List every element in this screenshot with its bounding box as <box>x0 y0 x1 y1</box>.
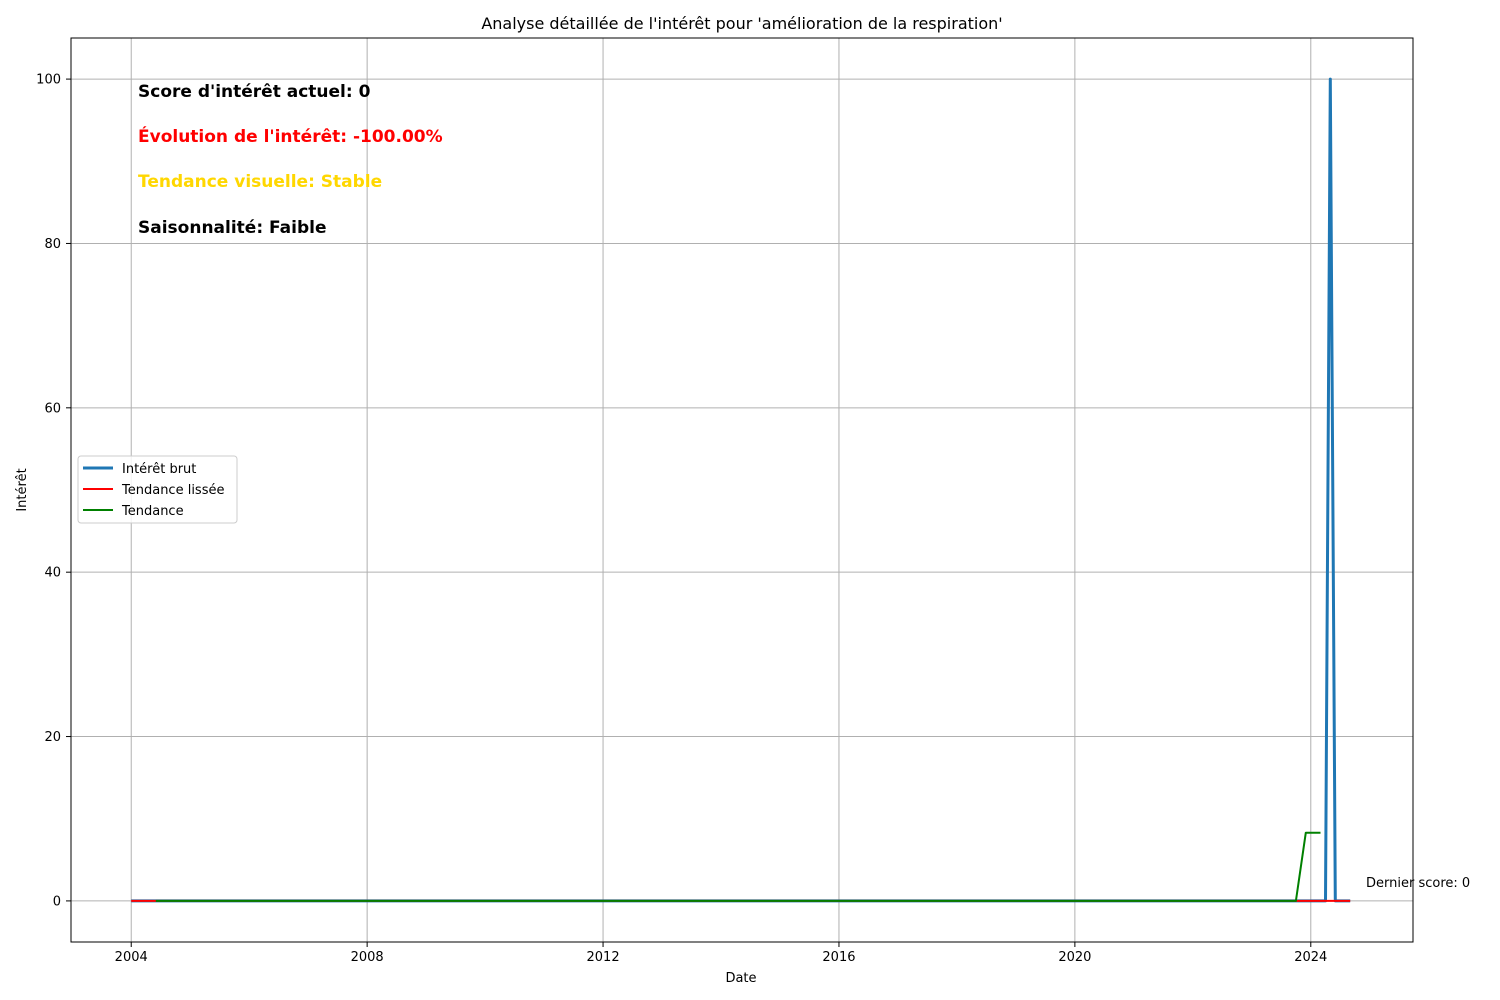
y-tick-label: 20 <box>44 730 61 745</box>
annotation-score: Score d'intérêt actuel: 0 <box>138 82 371 102</box>
plot-area-frame <box>70 37 1414 943</box>
annotation-last-score: Dernier score: 0 <box>1366 876 1470 891</box>
chart-title: Analyse détaillée de l'intérêt pour 'amé… <box>481 14 1002 33</box>
legend-label-interet-brut: Intérêt brut <box>122 462 196 477</box>
x-tick-label: 2016 <box>822 950 855 965</box>
y-tick-label: 100 <box>36 73 61 88</box>
series-lines <box>131 77 1351 903</box>
annotation-trend: Tendance visuelle: Stable <box>138 172 382 192</box>
legend-box <box>77 455 238 524</box>
grid <box>71 38 1413 942</box>
y-tick-label: 80 <box>44 237 61 252</box>
x-tick-label: 2024 <box>1294 950 1327 965</box>
legend-label-tendance: Tendance <box>121 504 184 519</box>
y-tick-label: 40 <box>44 566 61 581</box>
x-tick-label: 2012 <box>587 950 620 965</box>
y-axis-label: Intérêt <box>15 468 30 511</box>
series-line-tendance <box>155 831 1321 902</box>
x-tick-label: 2020 <box>1058 950 1091 965</box>
x-tick-label: 2008 <box>351 950 384 965</box>
y-tick-label: 60 <box>44 401 61 416</box>
x-tick-label: 2004 <box>115 950 148 965</box>
axis-ticks: 2004 2008 2012 2016 2020 2024 0 20 40 60 80 100 <box>36 73 1327 965</box>
annotation-seasonality: Saisonnalité: Faible <box>138 218 327 238</box>
x-axis-label: Date <box>725 971 756 986</box>
y-tick-label: 0 <box>53 894 61 909</box>
annotation-evolution: Évolution de l'intérêt: -100.00% <box>138 125 443 147</box>
legend-label-tendance-lissee: Tendance lissée <box>121 483 224 498</box>
legend: Intérêt brut Tendance lissée Tendance <box>77 455 238 524</box>
